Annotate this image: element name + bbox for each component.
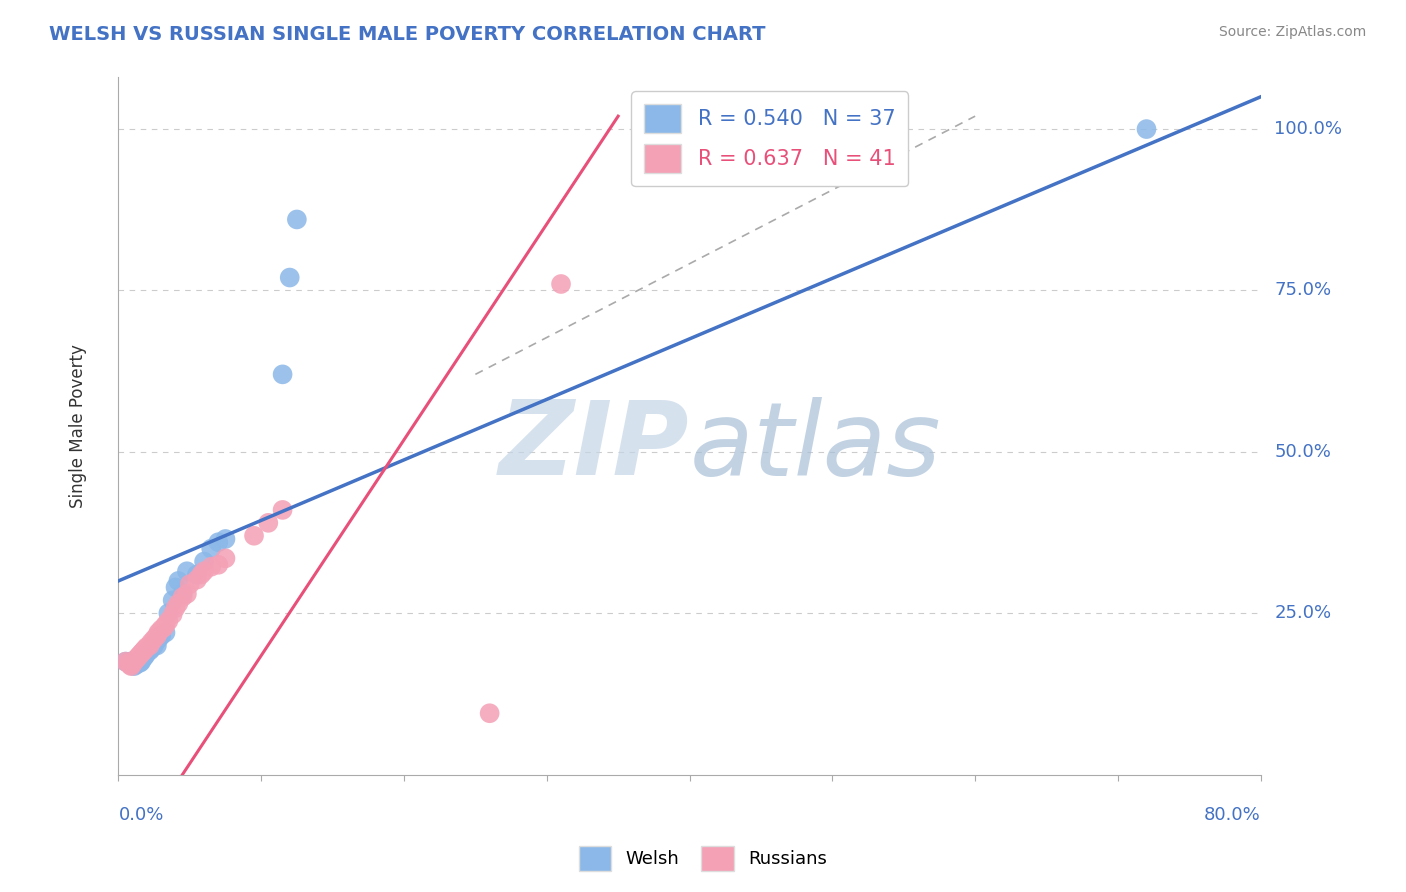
- Text: 25.0%: 25.0%: [1274, 604, 1331, 623]
- Point: [118, 655, 141, 669]
- Point: [155, 617, 177, 632]
- Point: [141, 641, 163, 656]
- Point: [186, 573, 208, 587]
- Point: [157, 614, 180, 628]
- Point: [214, 532, 236, 546]
- Point: [162, 607, 184, 622]
- Point: [136, 645, 159, 659]
- Text: Source: ZipAtlas.com: Source: ZipAtlas.com: [1219, 25, 1367, 39]
- Point: [285, 212, 308, 227]
- Point: [143, 632, 166, 646]
- Point: [193, 555, 215, 569]
- Point: [207, 535, 229, 549]
- Point: [157, 606, 180, 620]
- Text: 0.0%: 0.0%: [118, 806, 163, 824]
- Point: [114, 655, 136, 669]
- Point: [167, 597, 190, 611]
- Point: [257, 516, 280, 530]
- Point: [153, 620, 176, 634]
- Point: [131, 651, 153, 665]
- Legend: Welsh, Russians: Welsh, Russians: [572, 838, 834, 879]
- Point: [1135, 122, 1157, 136]
- Point: [186, 567, 208, 582]
- Text: Single Male Poverty: Single Male Poverty: [69, 344, 87, 508]
- Text: 100.0%: 100.0%: [1274, 120, 1343, 138]
- Point: [139, 639, 162, 653]
- Point: [167, 574, 190, 588]
- Point: [550, 277, 572, 291]
- Point: [200, 541, 222, 556]
- Legend: R = 0.540   N = 37, R = 0.637   N = 41: R = 0.540 N = 37, R = 0.637 N = 41: [631, 91, 908, 186]
- Point: [114, 655, 136, 669]
- Point: [141, 635, 163, 649]
- Text: 50.0%: 50.0%: [1274, 442, 1331, 461]
- Point: [172, 590, 194, 604]
- Text: WELSH VS RUSSIAN SINGLE MALE POVERTY CORRELATION CHART: WELSH VS RUSSIAN SINGLE MALE POVERTY COR…: [49, 25, 766, 44]
- Point: [125, 657, 148, 671]
- Point: [121, 657, 143, 671]
- Point: [165, 580, 187, 594]
- Point: [129, 646, 152, 660]
- Point: [162, 593, 184, 607]
- Point: [124, 653, 146, 667]
- Point: [207, 558, 229, 572]
- Point: [271, 503, 294, 517]
- Point: [193, 564, 215, 578]
- Point: [214, 551, 236, 566]
- Point: [122, 655, 145, 669]
- Point: [139, 643, 162, 657]
- Point: [145, 635, 167, 649]
- Point: [132, 643, 155, 657]
- Point: [148, 625, 170, 640]
- Point: [143, 639, 166, 653]
- Point: [117, 656, 139, 670]
- Text: atlas: atlas: [689, 397, 941, 497]
- Point: [190, 567, 212, 582]
- Point: [176, 587, 198, 601]
- Point: [128, 656, 150, 670]
- Point: [129, 655, 152, 669]
- Point: [132, 650, 155, 665]
- Point: [278, 270, 301, 285]
- Point: [127, 649, 149, 664]
- Point: [120, 659, 142, 673]
- Point: [179, 577, 201, 591]
- Point: [146, 629, 169, 643]
- Point: [122, 659, 145, 673]
- Text: 75.0%: 75.0%: [1274, 282, 1331, 300]
- Point: [271, 368, 294, 382]
- Point: [165, 601, 187, 615]
- Point: [131, 645, 153, 659]
- Point: [148, 632, 170, 646]
- Point: [128, 648, 150, 662]
- Point: [146, 639, 169, 653]
- Point: [150, 623, 173, 637]
- Point: [136, 640, 159, 654]
- Point: [172, 587, 194, 601]
- Point: [124, 657, 146, 672]
- Point: [128, 653, 150, 667]
- Text: ZIP: ZIP: [499, 396, 689, 498]
- Point: [142, 640, 165, 654]
- Point: [243, 529, 266, 543]
- Point: [176, 564, 198, 578]
- Point: [134, 641, 156, 656]
- Point: [150, 629, 173, 643]
- Point: [478, 706, 501, 721]
- Point: [121, 657, 143, 671]
- Point: [125, 651, 148, 665]
- Point: [200, 559, 222, 574]
- Point: [134, 648, 156, 662]
- Text: 80.0%: 80.0%: [1204, 806, 1261, 824]
- Point: [155, 625, 177, 640]
- Point: [118, 657, 141, 672]
